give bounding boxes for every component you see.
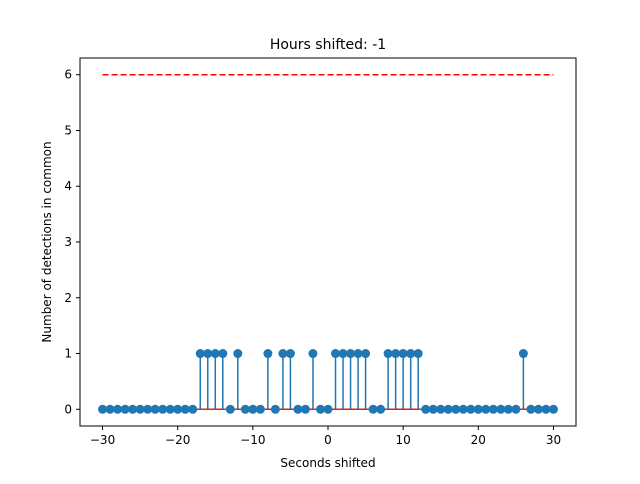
stem-marker bbox=[428, 404, 438, 414]
stem-marker bbox=[98, 404, 108, 414]
y-tick-label: 3 bbox=[64, 235, 72, 249]
stem-marker bbox=[300, 404, 310, 414]
stem-marker bbox=[323, 404, 333, 414]
stem-marker bbox=[518, 349, 528, 359]
stem-marker bbox=[113, 404, 123, 414]
x-tick-label: 10 bbox=[396, 433, 411, 447]
stem-marker bbox=[376, 404, 386, 414]
x-tick-label: −30 bbox=[90, 433, 115, 447]
stem-marker bbox=[503, 404, 513, 414]
stem-marker bbox=[511, 404, 521, 414]
stem-marker bbox=[240, 404, 250, 414]
stem-marker bbox=[353, 349, 363, 359]
axes: −30 −20 −10 0 10 20 30 0 1 2 3 4 5 6 bbox=[64, 57, 577, 447]
stem-marker bbox=[263, 349, 273, 359]
stem-marker bbox=[331, 349, 341, 359]
stem-marker bbox=[255, 404, 265, 414]
stem-marker bbox=[210, 349, 220, 359]
stem-marker bbox=[143, 404, 153, 414]
stem-marker bbox=[391, 349, 401, 359]
y-tick-label: 4 bbox=[64, 179, 72, 193]
x-tick-label: 20 bbox=[471, 433, 486, 447]
stem-marker bbox=[361, 349, 371, 359]
stem-marker bbox=[398, 349, 408, 359]
y-tick-label: 0 bbox=[64, 402, 72, 416]
stem-marker bbox=[481, 404, 491, 414]
stem-marker bbox=[165, 404, 175, 414]
stem-marker bbox=[120, 404, 130, 414]
stem-marker bbox=[233, 349, 243, 359]
stem-marker bbox=[533, 404, 543, 414]
stem-marker bbox=[225, 404, 235, 414]
stem-marker bbox=[421, 404, 431, 414]
stem-marker bbox=[218, 349, 228, 359]
stem-marker bbox=[293, 404, 303, 414]
stem-marker bbox=[496, 404, 506, 414]
x-tick-label: −10 bbox=[240, 433, 265, 447]
chart-title: Hours shifted: -1 bbox=[270, 37, 386, 53]
stem-marker bbox=[158, 404, 168, 414]
x-tick-label: −20 bbox=[165, 433, 190, 447]
stem-marker bbox=[443, 404, 453, 414]
x-axis-label: Seconds shifted bbox=[280, 456, 375, 470]
stem-marker bbox=[338, 349, 348, 359]
y-tick-label: 2 bbox=[64, 291, 72, 305]
x-tick-label: 0 bbox=[324, 433, 332, 447]
stem-marker bbox=[203, 349, 213, 359]
stem-marker bbox=[346, 349, 356, 359]
stem-marker bbox=[436, 404, 446, 414]
stem-marker bbox=[188, 404, 198, 414]
stem-marker bbox=[315, 404, 325, 414]
stem-marker bbox=[383, 349, 393, 359]
stem-marker bbox=[473, 404, 483, 414]
stem-marker bbox=[135, 404, 145, 414]
stem-marker bbox=[368, 404, 378, 414]
y-axis-label: Number of detections in common bbox=[40, 141, 54, 342]
stem-marker bbox=[488, 404, 498, 414]
stem-marker bbox=[458, 404, 468, 414]
x-tick-label: 30 bbox=[546, 433, 561, 447]
stem-marker bbox=[406, 349, 416, 359]
plot-area bbox=[98, 73, 558, 414]
stem-marker bbox=[466, 404, 476, 414]
stem-marker bbox=[248, 404, 258, 414]
stem-marker bbox=[195, 349, 205, 359]
stem-marker bbox=[270, 404, 280, 414]
stem-marker bbox=[173, 404, 183, 414]
stem-marker bbox=[541, 404, 551, 414]
stem-marker bbox=[278, 349, 288, 359]
stem-marker bbox=[105, 404, 115, 414]
stem-marker bbox=[128, 404, 138, 414]
stem-marker bbox=[451, 404, 461, 414]
stem-marker bbox=[180, 404, 190, 414]
stem-marker bbox=[526, 404, 536, 414]
stem-marker bbox=[285, 349, 295, 359]
stem-marker bbox=[548, 404, 558, 414]
y-tick-label: 5 bbox=[64, 123, 72, 137]
y-tick-label: 1 bbox=[64, 347, 72, 361]
stem-marker bbox=[308, 349, 318, 359]
y-tick-label: 6 bbox=[64, 68, 72, 82]
stem-marker bbox=[413, 349, 423, 359]
stem-marker bbox=[150, 404, 160, 414]
